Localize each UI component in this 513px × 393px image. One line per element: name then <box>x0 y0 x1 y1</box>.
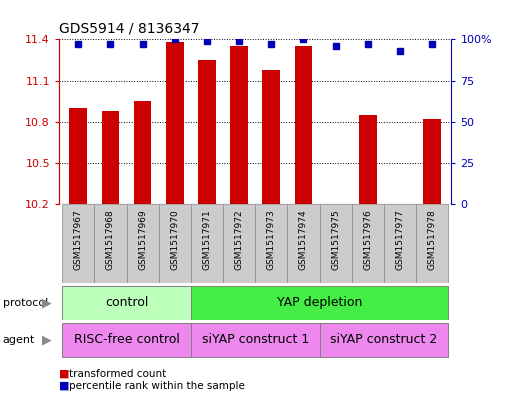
Bar <box>127 204 159 283</box>
Bar <box>191 204 223 283</box>
Text: GSM1517974: GSM1517974 <box>299 209 308 270</box>
Text: ■: ■ <box>59 381 69 391</box>
Text: agent: agent <box>3 335 35 345</box>
Bar <box>423 119 441 204</box>
Text: GSM1517967: GSM1517967 <box>74 209 83 270</box>
Bar <box>223 204 255 283</box>
Bar <box>255 204 287 283</box>
Bar <box>359 115 377 204</box>
Text: control: control <box>105 296 148 309</box>
Bar <box>62 323 191 357</box>
Bar <box>102 111 120 204</box>
Bar <box>320 323 448 357</box>
Text: GSM1517976: GSM1517976 <box>363 209 372 270</box>
Bar <box>69 108 87 204</box>
Text: GSM1517973: GSM1517973 <box>267 209 276 270</box>
Bar <box>159 204 191 283</box>
Text: ▶: ▶ <box>43 333 52 347</box>
Bar <box>94 204 127 283</box>
Text: GDS5914 / 8136347: GDS5914 / 8136347 <box>59 21 200 35</box>
Text: siYAP construct 2: siYAP construct 2 <box>330 333 438 347</box>
Bar <box>294 46 312 204</box>
Bar <box>191 286 448 320</box>
Bar <box>134 101 151 204</box>
Text: protocol: protocol <box>3 298 48 308</box>
Text: transformed count: transformed count <box>69 369 167 379</box>
Bar <box>384 204 416 283</box>
Bar <box>416 204 448 283</box>
Text: ■: ■ <box>59 369 69 379</box>
Bar <box>62 286 191 320</box>
Text: GSM1517977: GSM1517977 <box>396 209 404 270</box>
Text: GSM1517978: GSM1517978 <box>428 209 437 270</box>
Bar <box>62 204 94 283</box>
Text: GSM1517972: GSM1517972 <box>234 209 244 270</box>
Text: RISC-free control: RISC-free control <box>73 333 180 347</box>
Text: GSM1517968: GSM1517968 <box>106 209 115 270</box>
Bar <box>230 46 248 204</box>
Text: siYAP construct 1: siYAP construct 1 <box>202 333 309 347</box>
Text: GSM1517970: GSM1517970 <box>170 209 180 270</box>
Text: percentile rank within the sample: percentile rank within the sample <box>69 381 245 391</box>
Bar <box>198 60 216 204</box>
Bar <box>352 204 384 283</box>
Text: YAP depletion: YAP depletion <box>277 296 362 309</box>
Text: GSM1517971: GSM1517971 <box>203 209 211 270</box>
Text: GSM1517969: GSM1517969 <box>138 209 147 270</box>
Bar <box>287 204 320 283</box>
Bar <box>166 42 184 204</box>
Bar <box>263 70 280 204</box>
Text: ▶: ▶ <box>43 296 52 309</box>
Bar <box>191 323 320 357</box>
Text: GSM1517975: GSM1517975 <box>331 209 340 270</box>
Bar <box>320 204 352 283</box>
